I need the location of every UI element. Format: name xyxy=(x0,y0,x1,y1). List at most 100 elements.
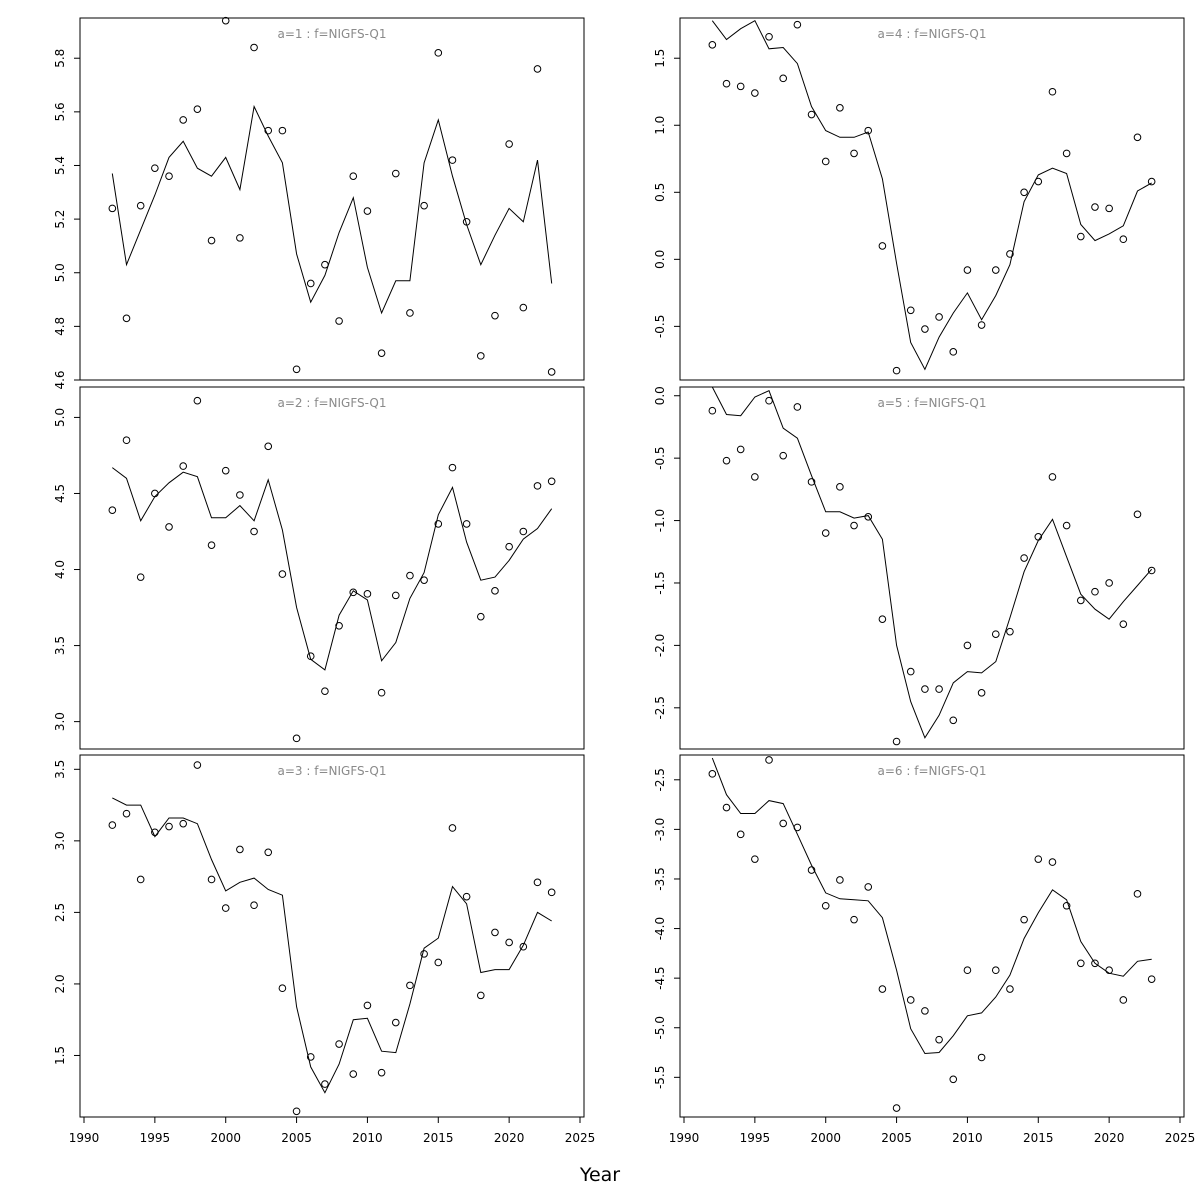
observation-point xyxy=(477,352,485,360)
observation-point xyxy=(193,105,202,113)
observation-point xyxy=(505,140,513,148)
observation-point xyxy=(1119,996,1128,1004)
observation-point xyxy=(1147,566,1156,575)
observation-point xyxy=(878,615,887,623)
plot-frame xyxy=(679,386,1185,750)
observation-point xyxy=(807,478,816,486)
observation-point xyxy=(335,1040,343,1048)
observation-point xyxy=(108,821,117,829)
observation-point xyxy=(751,89,759,97)
observation-point xyxy=(306,279,315,288)
observation-point xyxy=(165,822,173,831)
panel-3: a=3 : f=NIGFS-Q1 1.5 2.0 2.5 3.0 3.5 1990 1995 2… xyxy=(53,754,595,1145)
observation-point xyxy=(122,436,131,445)
observation-point xyxy=(519,942,528,951)
observation-point xyxy=(491,311,499,320)
observation-point xyxy=(949,716,958,725)
observation-point xyxy=(519,527,528,536)
observation-point xyxy=(963,966,972,975)
observation-point xyxy=(821,901,830,910)
observation-point xyxy=(991,266,1000,274)
observation-point xyxy=(278,984,287,993)
observation-point xyxy=(533,482,542,490)
y-tick-label: -3.5 xyxy=(653,867,667,890)
x-tick-label: 1995 xyxy=(140,1131,171,1145)
observation-point xyxy=(136,201,145,210)
observation-point xyxy=(892,737,901,746)
y-tick-label: 0.0 xyxy=(653,250,667,269)
observation-point xyxy=(935,685,943,693)
plot-frame xyxy=(679,17,1185,381)
y-tick-label: 4.5 xyxy=(53,484,67,503)
fitted-line xyxy=(711,387,1153,739)
observation-point xyxy=(207,875,216,884)
observation-point xyxy=(236,845,244,854)
observation-point xyxy=(179,462,187,470)
observation-point xyxy=(250,43,258,52)
observation-point xyxy=(722,79,731,88)
observation-point xyxy=(491,587,499,595)
y-tick-label: 0.0 xyxy=(653,386,667,405)
observation-point xyxy=(306,1053,315,1061)
observation-point xyxy=(434,958,443,967)
y-tick-label: -2.5 xyxy=(653,696,667,719)
fitted-line xyxy=(112,797,552,1094)
y-tick-label: 5.6 xyxy=(53,102,67,121)
observation-point xyxy=(505,938,513,947)
observation-point xyxy=(420,576,428,584)
observation-point xyxy=(533,65,542,73)
observation-point xyxy=(321,687,329,696)
y-tick-label: 3.5 xyxy=(53,636,67,655)
observation-point xyxy=(533,878,542,887)
observation-point xyxy=(935,1035,943,1044)
observation-point xyxy=(864,883,873,891)
observation-point xyxy=(207,541,216,549)
observation-point xyxy=(779,74,788,83)
observation-point xyxy=(1062,149,1071,158)
y-tick-label: 5.2 xyxy=(53,210,67,229)
x-tick-label: 1995 xyxy=(740,1131,771,1145)
y-tick-label: 0.5 xyxy=(653,183,667,202)
y-tick-label: 1.5 xyxy=(653,49,667,68)
observation-point xyxy=(236,234,244,242)
y-tick-label: -0.5 xyxy=(653,315,667,338)
observation-point xyxy=(736,82,745,91)
observation-point xyxy=(122,314,131,323)
observation-point xyxy=(264,442,273,451)
observation-point xyxy=(850,915,858,924)
observation-point xyxy=(108,204,117,213)
panel-title: a=1 : f=NIGFS-Q1 xyxy=(278,27,387,41)
y-tick-label: 2.0 xyxy=(53,974,67,993)
observation-point xyxy=(921,1007,929,1015)
x-tick-label: 2015 xyxy=(1023,1131,1054,1145)
observation-point xyxy=(377,349,386,357)
observation-point xyxy=(906,667,915,676)
fitted-line xyxy=(711,20,1152,371)
y-tick-label: 5.4 xyxy=(53,156,67,175)
fitted-line xyxy=(111,467,553,671)
observation-point xyxy=(1077,596,1085,605)
observation-point xyxy=(193,396,202,405)
observation-point xyxy=(335,621,343,630)
observation-point xyxy=(136,875,145,884)
observation-point xyxy=(765,756,773,764)
y-tick-label: -4.0 xyxy=(653,917,667,940)
observation-point xyxy=(462,520,471,528)
observation-point xyxy=(949,348,958,356)
y-tick-label: 5.0 xyxy=(53,408,67,427)
observation-point xyxy=(807,866,816,874)
observation-point xyxy=(292,1107,301,1116)
observation-point xyxy=(221,904,230,912)
observation-point xyxy=(505,542,513,551)
observation-point xyxy=(136,573,145,581)
observation-point xyxy=(391,591,400,600)
observation-point xyxy=(363,590,372,598)
observation-point xyxy=(278,570,287,578)
y-tick-label: -2.0 xyxy=(653,634,667,657)
observation-point xyxy=(547,368,556,376)
observation-point xyxy=(963,641,972,650)
x-tick-label: 1990 xyxy=(669,1131,700,1145)
observation-point xyxy=(793,403,802,411)
observation-point xyxy=(1119,235,1128,244)
y-tick-label: -1.5 xyxy=(653,571,667,594)
